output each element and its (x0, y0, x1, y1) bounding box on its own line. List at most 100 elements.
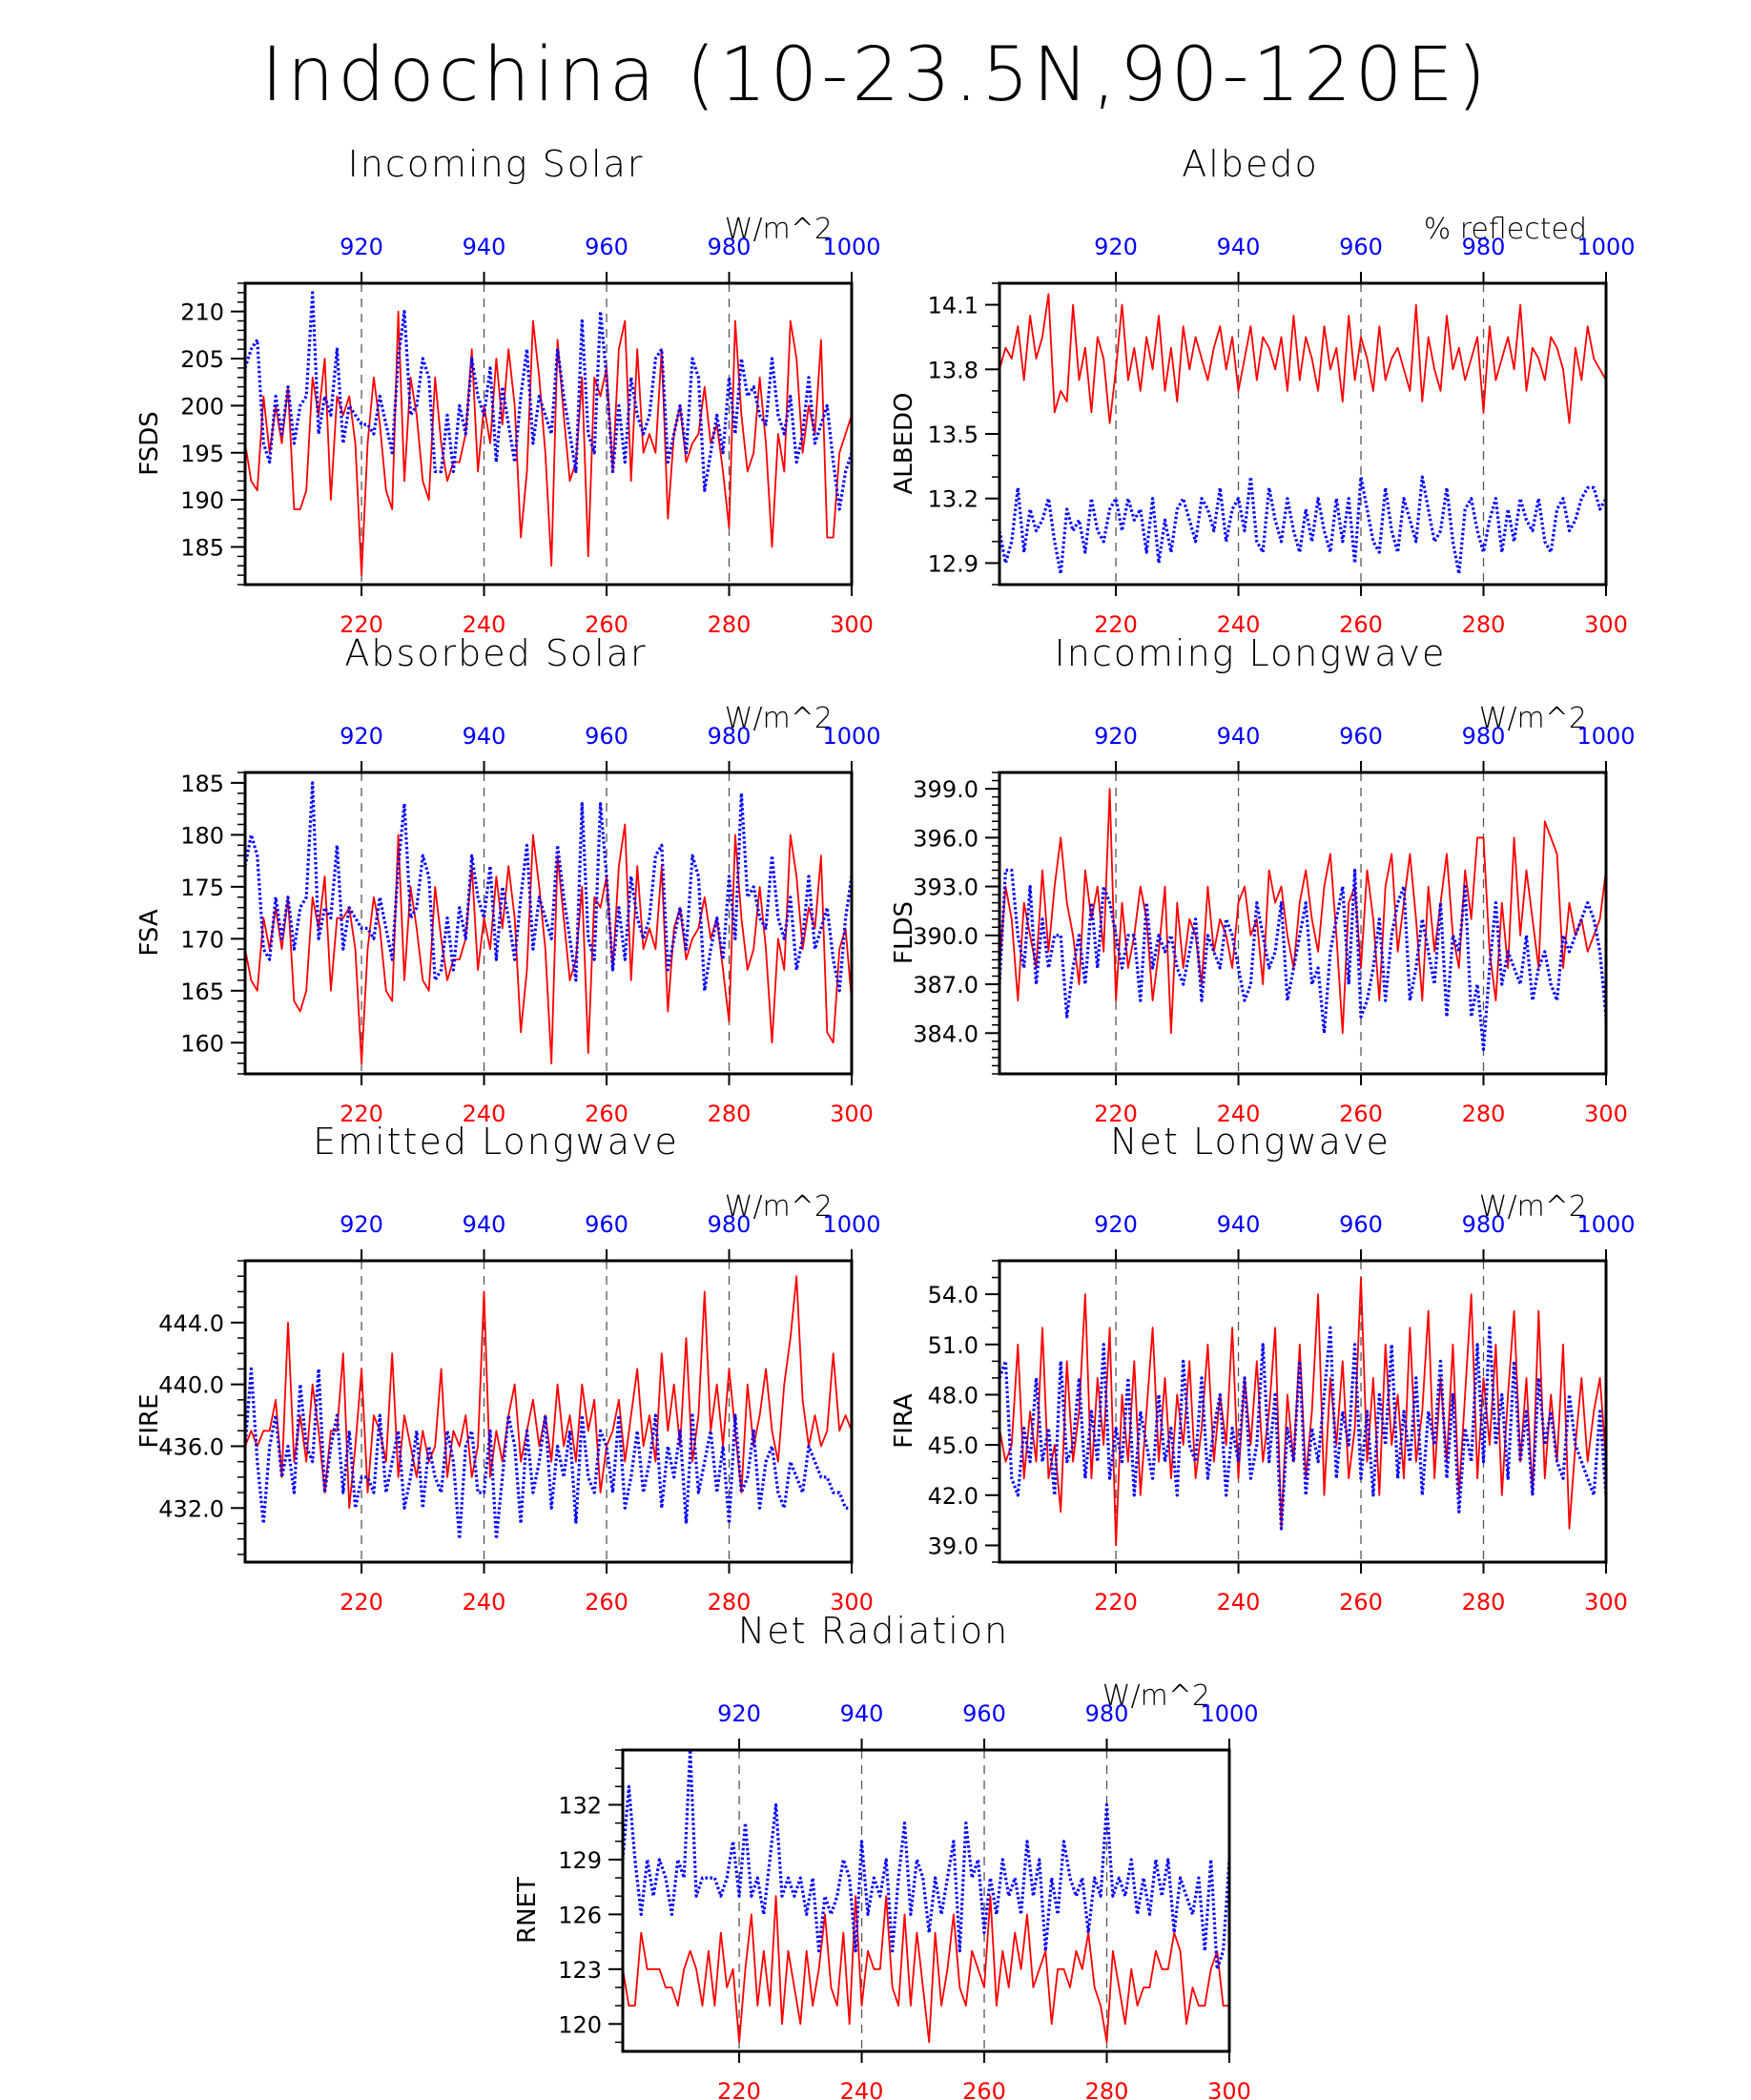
x-bottom-tick-label: 300 (830, 1589, 874, 1616)
y-tick-label: 175 (180, 875, 224, 901)
units-label: % reflected (1424, 213, 1587, 246)
x-bottom-tick-label: 300 (1584, 1589, 1628, 1616)
x-bottom-tick-label: 280 (708, 1589, 752, 1616)
series-line-red (244, 823, 853, 1064)
units-label: W/m^2 (1102, 1679, 1210, 1713)
x-top-tick-label: 920 (340, 234, 383, 260)
x-bottom-tick-label: 220 (1094, 1589, 1138, 1616)
y-tick-label: 387.0 (913, 972, 978, 999)
y-tick-label: 123 (558, 1957, 602, 1984)
x-top-tick-label: 960 (585, 234, 628, 260)
x-bottom-tick-label: 220 (1094, 611, 1138, 638)
x-bottom-tick-label: 220 (340, 1589, 383, 1616)
x-bottom-tick-label: 260 (962, 2078, 1006, 2100)
chart-panel: Incoming Longwave W/m^2 384.0 387.0 390.0 393… (890, 632, 1636, 1127)
x-top-tick-label: 940 (463, 1211, 506, 1238)
x-top-tick-label: 980 (708, 1211, 752, 1238)
x-top-tick-label: 960 (1339, 723, 1383, 750)
y-tick-label: 129 (558, 1847, 602, 1874)
y-tick-label: 13.8 (928, 357, 978, 383)
y-tick-label: 42.0 (928, 1483, 978, 1510)
series-line-red (244, 1275, 853, 1510)
y-tick-label: 12.9 (928, 550, 978, 577)
x-top-tick-label: 1000 (1576, 723, 1635, 750)
series-line-blue (621, 1748, 1231, 1971)
x-top-tick-label: 1000 (822, 1211, 880, 1238)
x-bottom-tick-label: 240 (1217, 1589, 1261, 1616)
x-top-tick-label: 920 (340, 1211, 383, 1238)
x-top-tick-label: 940 (840, 1700, 884, 1727)
y-tick-label: 210 (180, 299, 224, 326)
series-line-red (999, 293, 1607, 424)
x-bottom-tick-label: 280 (708, 1101, 752, 1127)
y-tick-label: 165 (180, 978, 224, 1005)
y-axis-label: FIRE (135, 1393, 164, 1448)
x-bottom-tick-label: 260 (1339, 611, 1383, 638)
units-label: W/m^2 (725, 213, 833, 246)
y-tick-label: 120 (558, 2011, 602, 2038)
y-tick-label: 399.0 (913, 776, 978, 803)
y-tick-label: 39.0 (928, 1533, 978, 1559)
panels: Incoming Solar W/m^2 185 190 195 200 205 210 FSD… (135, 143, 1636, 2100)
x-bottom-tick-label: 240 (1217, 1101, 1261, 1127)
x-top-tick-label: 960 (1339, 1211, 1383, 1238)
panel-title: Net Radiation (738, 1610, 1009, 1652)
main-title: Indochina (10-23.5N,90-120E) (261, 32, 1490, 118)
chart-panel: Absorbed Solar W/m^2 160 165 170 175 180 185 FSA… (135, 632, 881, 1127)
series-line-blue (243, 781, 854, 993)
x-bottom-tick-label: 240 (463, 611, 506, 638)
series-line-blue (243, 1367, 852, 1541)
y-tick-label: 45.0 (928, 1432, 978, 1459)
y-axis-label: FSA (135, 909, 164, 956)
x-top-tick-label: 980 (1462, 234, 1506, 260)
chart-panel: Incoming Solar W/m^2 185 190 195 200 205 210 FSD… (135, 143, 881, 638)
x-bottom-tick-label: 300 (1584, 611, 1628, 638)
y-axis-label: FIRA (890, 1393, 918, 1449)
panel-title: Incoming Longwave (1055, 632, 1447, 674)
y-tick-label: 436.0 (158, 1433, 224, 1460)
y-tick-label: 180 (180, 822, 224, 849)
x-bottom-tick-label: 260 (585, 611, 628, 638)
x-top-tick-label: 980 (1462, 723, 1506, 750)
y-tick-label: 195 (180, 441, 224, 467)
series-line-red (244, 310, 853, 576)
series-line-blue (998, 475, 1608, 576)
x-bottom-tick-label: 300 (1584, 1101, 1628, 1127)
x-bottom-tick-label: 260 (585, 1589, 628, 1616)
plot-frame (243, 771, 854, 1076)
plot-frame (243, 281, 854, 587)
y-axis-label: FLDS (890, 901, 918, 964)
x-top-tick-label: 920 (340, 723, 383, 750)
x-top-tick-label: 1000 (822, 234, 880, 260)
y-tick-label: 432.0 (158, 1495, 224, 1522)
y-tick-label: 14.1 (928, 293, 978, 319)
y-tick-label: 160 (180, 1030, 224, 1057)
y-tick-label: 132 (558, 1792, 602, 1819)
y-tick-label: 13.5 (928, 422, 978, 448)
y-tick-label: 205 (180, 346, 224, 373)
x-bottom-tick-label: 220 (340, 611, 383, 638)
y-tick-label: 440.0 (158, 1372, 224, 1399)
y-tick-label: 444.0 (158, 1310, 224, 1337)
panel-title: Emitted Longwave (313, 1121, 679, 1163)
y-axis-label: FSDS (135, 411, 164, 476)
x-bottom-tick-label: 280 (708, 611, 752, 638)
x-top-tick-label: 940 (1217, 723, 1261, 750)
x-bottom-tick-label: 240 (463, 1589, 506, 1616)
x-top-tick-label: 940 (463, 723, 506, 750)
y-tick-label: 396.0 (913, 825, 978, 852)
y-tick-label: 190 (180, 487, 224, 514)
x-top-tick-label: 920 (1094, 1211, 1138, 1238)
series-line-red (622, 1895, 1229, 2044)
x-bottom-tick-label: 220 (717, 2078, 761, 2100)
x-top-tick-label: 1000 (822, 723, 880, 750)
x-top-tick-label: 960 (1339, 234, 1383, 260)
chart-panel: Emitted Longwave W/m^2 432.0 436.0 440.0 444.… (135, 1121, 881, 1616)
y-tick-label: 13.2 (928, 486, 978, 513)
panel-title: Albedo (1182, 143, 1318, 185)
y-axis-label: RNET (513, 1877, 542, 1944)
x-top-tick-label: 980 (708, 234, 752, 260)
y-tick-label: 126 (558, 1902, 602, 1928)
x-top-tick-label: 920 (717, 1700, 761, 1727)
